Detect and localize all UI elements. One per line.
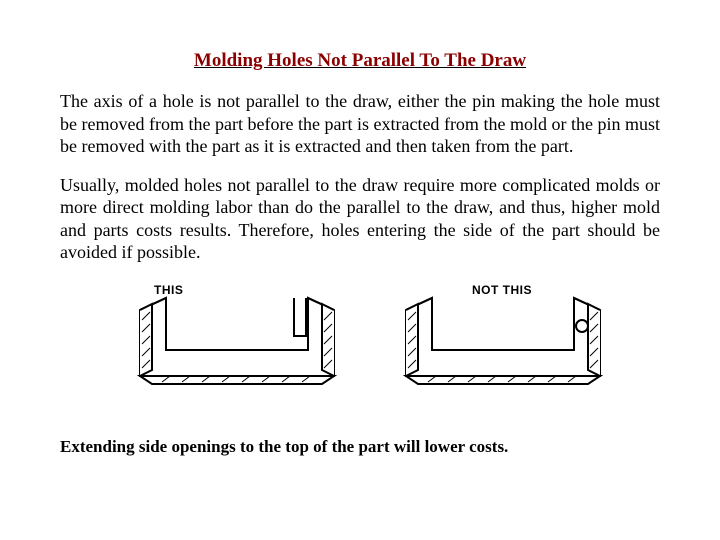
figure-caption: Extending side openings to the top of th…: [60, 437, 660, 457]
paragraph-1: The axis of a hole is not parallel to th…: [60, 90, 660, 158]
channel-notthis-svg: NOT THIS: [378, 280, 608, 410]
label-not-this: NOT THIS: [472, 283, 532, 297]
channel-outer-right-part: [406, 298, 600, 376]
channel-this-svg: THIS: [112, 280, 342, 410]
top-slot: [294, 298, 306, 336]
paragraph-2: Usually, molded holes not parallel to th…: [60, 174, 660, 264]
page-container: Molding Holes Not Parallel To The Draw T…: [0, 0, 720, 477]
side-hole: [576, 320, 588, 332]
title-text: Molding Holes Not Parallel To The Draw: [194, 50, 526, 71]
label-this: THIS: [154, 283, 183, 297]
figure-not-this: NOT THIS: [378, 280, 608, 415]
document-title: Molding Holes Not Parallel To The Draw: [60, 50, 660, 72]
figure-row: THIS: [60, 280, 660, 415]
figure-this: THIS: [112, 280, 342, 415]
